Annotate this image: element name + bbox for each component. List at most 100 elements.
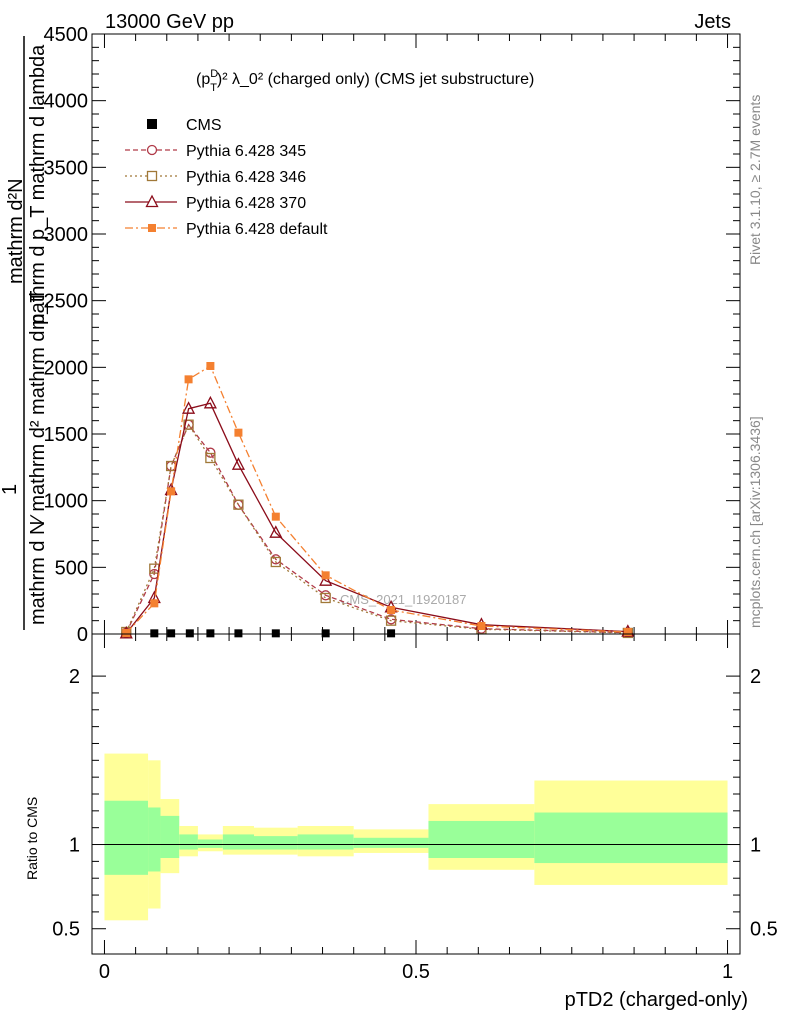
ratio-band-green <box>428 820 535 858</box>
point-pythia-default <box>167 487 176 496</box>
ratio-band-green <box>222 834 254 850</box>
point-pythia-default <box>623 628 632 636</box>
ratio-band-green <box>179 834 198 850</box>
ratio-y-tick-label-right: 1 <box>750 835 761 857</box>
plot-title: (pD T)² λ_0² (charged only) (CMS jet subs… <box>196 68 534 94</box>
jets-label: Jets <box>694 11 731 33</box>
ratio-y-axis-label: Ratio to CMS <box>24 797 40 880</box>
legend-label-cms: CMS <box>186 117 222 134</box>
point-pythia-default <box>321 571 330 580</box>
main-y-axis-label: mathrm d²N mathrm d p_T mathrm d lambda … <box>0 36 49 630</box>
y-tick-label: 3500 <box>44 157 89 179</box>
point-pythia-default <box>271 512 280 521</box>
point-pythia-default <box>206 362 215 370</box>
point-pythia-default <box>477 622 486 630</box>
x-tick-labels: 0 0.5 1 <box>99 961 733 983</box>
ratio-axis-ticks <box>92 634 740 954</box>
cms-point <box>150 629 159 638</box>
cms-point <box>185 629 194 638</box>
y-label-denominator: mathrm d N∕ mathrm d² mathrm d p_T <box>27 290 49 625</box>
title-p: (p <box>196 71 210 88</box>
legend-marker-pythia-346 <box>146 170 158 182</box>
ratio-band-green <box>197 839 223 848</box>
main-axis-ticks <box>92 33 740 635</box>
x-tick-label: 1 <box>722 961 733 983</box>
title-rest: )² λ_0² (charged only) (CMS jet substruc… <box>217 71 534 88</box>
cms-point <box>321 629 330 638</box>
legend-marker-pythia-345 <box>146 144 158 156</box>
title-sub-t: T <box>210 82 217 94</box>
cms-point <box>167 629 176 638</box>
legend-marker-pythia-default <box>148 224 156 232</box>
point-pythia-346 <box>270 556 281 568</box>
y-tick-label: 0 <box>77 624 88 646</box>
x-tick-label: 0.5 <box>402 961 430 983</box>
ratio-y-tick-label: 2 <box>69 666 80 688</box>
rivet-version-label: Rivet 3.1.10, ≥ 2.7M events <box>747 95 763 265</box>
legend: CMS Pythia 6.428 345 Pythia 6.428 346 Pyth… <box>125 117 328 238</box>
y-tick-label: 2000 <box>44 357 89 379</box>
ratio-band-green <box>254 836 298 850</box>
cms-point <box>271 629 280 638</box>
y-tick-label: 1000 <box>44 491 89 513</box>
series-line-pythia-default <box>125 365 628 634</box>
cms-point <box>387 629 396 638</box>
y-tick-label: 500 <box>55 557 88 579</box>
ratio-band-green <box>353 837 429 848</box>
cms-point <box>206 629 215 638</box>
ratio-y-tick-label-right: 0.5 <box>750 919 778 941</box>
legend-label-pythia-345: Pythia 6.428 345 <box>186 143 306 160</box>
point-pythia-default <box>387 606 396 614</box>
point-pythia-370 <box>203 395 217 409</box>
point-pythia-346 <box>183 419 194 430</box>
legend-label-pythia-346: Pythia 6.428 346 <box>186 169 306 186</box>
y-label-numerator-line1: mathrm d²N <box>5 178 27 284</box>
y-label-numerator-line2: mathrm d p_T mathrm d lambda <box>27 44 49 330</box>
ratio-band-green <box>148 807 161 872</box>
ratio-y-tick-label: 0.5 <box>52 919 80 941</box>
cms-point <box>234 629 243 638</box>
x-axis-label: pTD2 (charged-only) <box>565 989 748 1011</box>
ratio-y-tick-label-right: 2 <box>750 666 761 688</box>
mcplots-label: mcplots.cern.ch [arXiv:1306.3436] <box>747 416 763 628</box>
y-tick-label: 1500 <box>44 424 89 446</box>
point-pythia-default <box>234 428 243 437</box>
legend-label-pythia-default: Pythia 6.428 default <box>186 221 328 238</box>
point-pythia-345 <box>205 447 216 458</box>
ratio-band-green <box>534 812 728 864</box>
ratio-y-tick-label: 1 <box>69 835 80 857</box>
ratio-band-green <box>104 800 149 875</box>
point-pythia-370 <box>319 573 333 586</box>
ratio-uncertainty-bands <box>104 753 728 921</box>
point-pythia-370 <box>231 457 245 470</box>
x-tick-label: 0 <box>99 961 110 983</box>
point-pythia-default <box>122 628 131 637</box>
ratio-y-tick-labels: 0.5 0.5 1 1 2 2 <box>52 666 778 941</box>
title-sup-d: D <box>210 68 218 80</box>
analysis-watermark: CMS_2021_I1920187 <box>340 592 467 607</box>
y-tick-label: 2500 <box>44 291 89 313</box>
main-y-tick-labels: 0 500 1000 1500 2000 2500 3000 3500 4000 4500 <box>44 24 89 646</box>
point-pythia-346 <box>320 592 331 604</box>
y-label-fraction-one: 1 <box>0 484 21 495</box>
ratio-band-green <box>297 834 354 850</box>
legend-marker-cms <box>147 119 157 129</box>
y-tick-label: 4500 <box>44 24 89 46</box>
point-pythia-default <box>184 375 193 384</box>
series-layer <box>119 362 635 639</box>
point-pythia-346 <box>385 615 397 626</box>
legend-marker-pythia-370 <box>145 194 159 208</box>
series-line-pythia-346 <box>125 423 628 634</box>
point-pythia-346 <box>205 452 216 464</box>
point-pythia-346 <box>233 499 244 510</box>
y-tick-label: 3000 <box>44 224 89 246</box>
cms-data-points <box>150 629 396 638</box>
ratio-band-green <box>160 815 180 858</box>
energy-label: 13000 GeV pp <box>105 11 234 33</box>
point-pythia-370 <box>182 401 196 414</box>
y-tick-label: 4000 <box>44 91 89 113</box>
legend-label-pythia-370: Pythia 6.428 370 <box>186 195 306 212</box>
point-pythia-default <box>150 599 159 608</box>
svg-text:(pDT)² λ_0² (charged only) (CM: (pD T)² λ_0² (charged only) (CMS jet subs… <box>196 68 534 94</box>
